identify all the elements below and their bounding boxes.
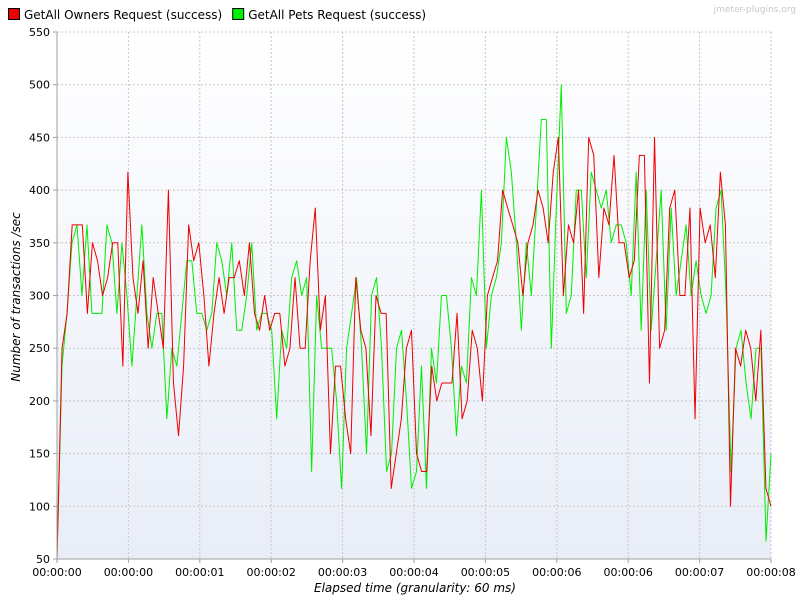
legend-label: GetAll Owners Request (success): [24, 8, 222, 22]
y-tick-label: 450: [29, 131, 50, 144]
x-tick-label: 00:00:08: [746, 566, 795, 579]
x-tick-label: 00:00:05: [461, 566, 510, 579]
x-tick-label: 00:00:07: [675, 566, 724, 579]
x-tick-label: 00:00:04: [389, 566, 438, 579]
x-axis-title: Elapsed time (granularity: 60 ms): [314, 581, 516, 595]
legend-swatch: [8, 8, 20, 20]
x-tick-label: 00:00:00: [104, 566, 153, 579]
x-axis-ticks: 00:00:00 00:00:00 00:00:01 00:00:02 00:00:03…: [32, 559, 796, 579]
legend-item-2: GetAll Pets Request (success): [232, 8, 426, 22]
y-tick-label: 200: [29, 395, 50, 408]
series-layer: [56, 84, 772, 560]
x-tick-label: 00:00:02: [246, 566, 295, 579]
y-tick-label: 300: [29, 290, 50, 303]
legend-item-1: GetAll Owners Request (success): [8, 8, 222, 22]
x-tick-label: 00:00:06: [532, 566, 581, 579]
legend: GetAll Owners Request (success) GetAll Pe…: [8, 8, 426, 22]
y-tick-label: 500: [29, 79, 50, 92]
y-axis-ticks: 50 100 150 200 250 300 350 400 450 500 550: [29, 26, 57, 566]
series-line-1: [56, 136, 772, 560]
y-tick-label: 550: [29, 26, 50, 39]
y-tick-label: 50: [36, 553, 50, 566]
x-tick-label: 00:00:00: [32, 566, 81, 579]
y-tick-label: 250: [29, 342, 50, 355]
legend-label: GetAll Pets Request (success): [248, 8, 426, 22]
y-tick-label: 150: [29, 448, 50, 461]
y-axis-title: Number of transactions /sec: [9, 212, 23, 382]
x-tick-label: 00:00:03: [318, 566, 367, 579]
watermark: jmeter-plugins.org: [713, 5, 796, 15]
series-line-2: [56, 84, 772, 560]
x-tick-label: 00:00:01: [175, 566, 224, 579]
y-tick-label: 350: [29, 237, 50, 250]
y-tick-label: 400: [29, 184, 50, 197]
x-tick-label: 00:00:06: [603, 566, 652, 579]
y-tick-label: 100: [29, 500, 50, 513]
legend-swatch: [232, 8, 245, 20]
